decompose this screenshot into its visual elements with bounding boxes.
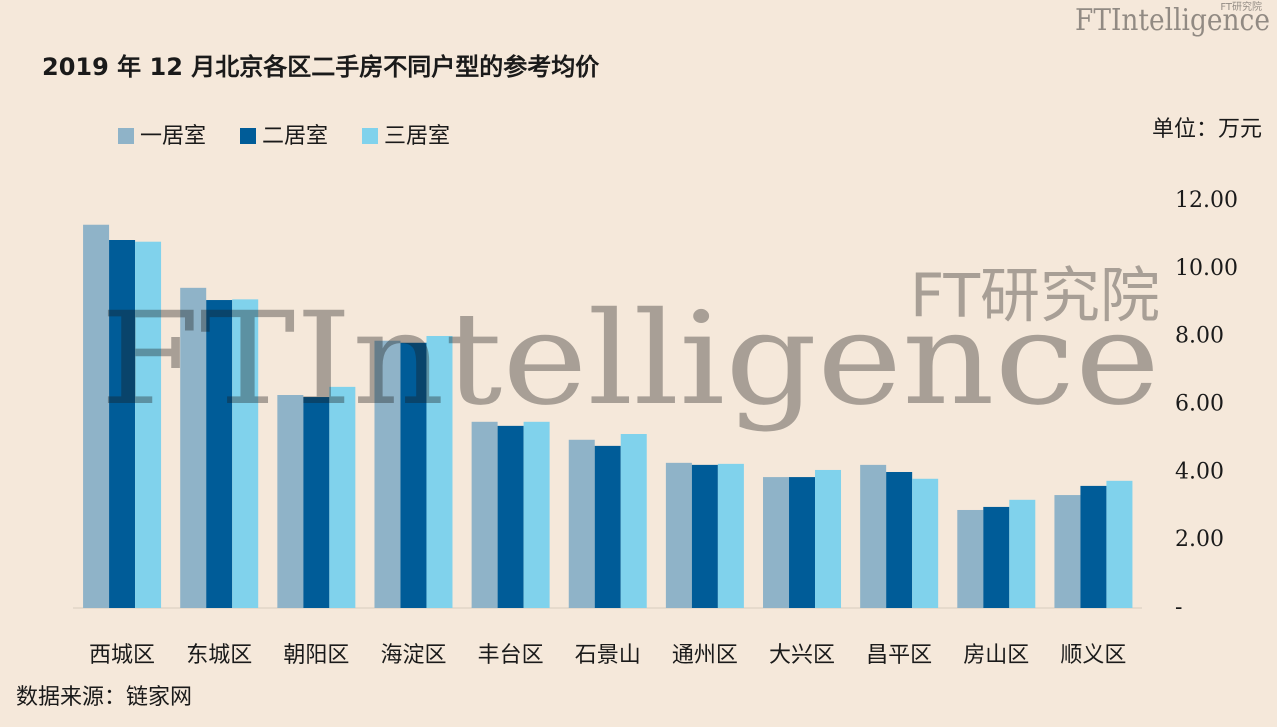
bar [206,300,233,608]
bar [912,478,939,608]
x-tick-label: 通州区 [672,643,738,668]
y-tick-label: 12.00 [1175,188,1238,213]
bar [594,445,621,608]
legend-label: 二居室 [262,124,328,149]
legend-swatch [118,128,134,144]
bar [620,434,647,608]
legend-label: 一居室 [140,124,206,149]
source: 数据来源：链家网 [16,685,192,710]
legend-label: 三居室 [384,124,450,149]
watermark-brand: FTIntelligence [100,285,1160,434]
bar [691,464,718,608]
legend-swatch [362,128,378,144]
bar [568,439,595,608]
bar [109,240,136,609]
bar [763,477,790,608]
bar [329,386,356,608]
x-tick-label: 房山区 [963,643,1029,668]
bar [426,335,453,608]
bar [400,342,427,608]
bar [1106,480,1133,608]
bar [860,464,887,608]
x-tick-label: 石景山 [575,643,641,668]
bar [135,241,162,608]
bar [717,463,744,608]
x-tick-label: 顺义区 [1060,643,1126,668]
y-tick-label: - [1175,595,1182,620]
bar [232,299,259,608]
x-tick-label: 西城区 [89,643,155,668]
chart-title: 2019 年 12 月北京各区二手房不同户型的参考均价 [42,53,600,81]
bar [957,509,984,608]
bar [1080,485,1107,608]
x-tick-label: 大兴区 [769,643,835,668]
bar [523,421,550,608]
y-tick-label: 10.00 [1175,256,1238,281]
x-tick-label: 东城区 [186,643,252,668]
watermark-brand-cn: FT研究院 [910,262,1160,332]
y-tick-label: 6.00 [1175,392,1224,417]
corner-brand-cn: FT研究院 [1220,0,1262,13]
legend-swatch [240,128,256,144]
bar [83,224,110,608]
bar [1054,495,1081,608]
bar [886,471,913,608]
bar [665,462,692,608]
x-tick-label: 海淀区 [380,643,446,668]
bar [374,340,401,608]
bar [1009,499,1036,608]
unit-label: 单位：万元 [1152,117,1262,142]
y-tick-label: 8.00 [1175,324,1224,349]
y-tick-label: 2.00 [1175,527,1224,552]
bar [497,425,524,608]
bar [789,477,816,608]
corner-brand: FTIntelligence [1075,3,1270,38]
bar [815,469,842,608]
bar [277,395,304,608]
y-tick-label: 4.00 [1175,459,1224,484]
bar [180,287,207,608]
x-tick-label: 朝阳区 [283,643,349,668]
bar [303,397,330,608]
x-tick-label: 昌平区 [866,643,932,668]
x-tick-label: 丰台区 [478,643,544,668]
bar [471,421,498,608]
bar [983,506,1010,608]
